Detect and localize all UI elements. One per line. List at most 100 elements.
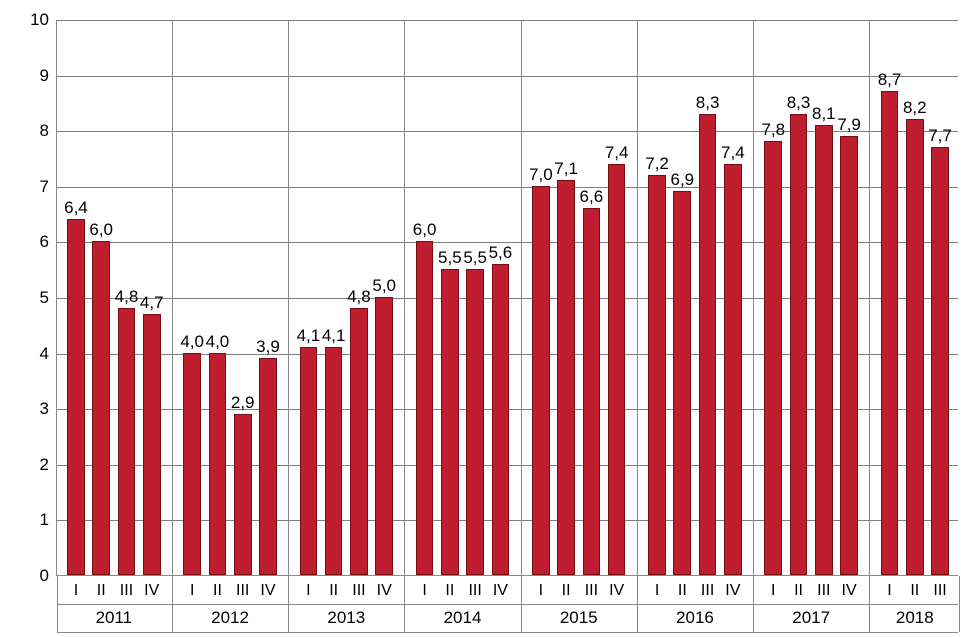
year-separator	[869, 20, 870, 575]
bar-value-label: 6,9	[671, 170, 695, 190]
bar	[350, 308, 368, 575]
quarter-label: IV	[144, 582, 159, 600]
bar-value-label: 4,8	[347, 287, 371, 307]
bar	[931, 147, 949, 575]
bar	[492, 264, 510, 575]
axis-separator	[959, 576, 960, 632]
bar-value-label: 2,9	[231, 393, 255, 413]
bar-value-label: 4,0	[180, 332, 204, 352]
year-label: 2015	[560, 608, 598, 628]
quarter-label: II	[97, 582, 106, 600]
bar-value-label: 5,5	[438, 248, 462, 268]
y-tick-label: 4	[40, 344, 49, 364]
bar	[92, 241, 110, 575]
bar-value-label: 4,0	[206, 332, 230, 352]
quarter-label: I	[74, 582, 78, 600]
bar	[881, 91, 899, 575]
bar-value-label: 4,7	[140, 293, 164, 313]
y-tick-label: 2	[40, 455, 49, 475]
quarter-label: III	[817, 582, 830, 600]
bar-value-label: 7,9	[837, 115, 861, 135]
quarter-label: I	[190, 582, 194, 600]
year-separator	[288, 20, 289, 575]
quarter-label: II	[329, 582, 338, 600]
bar	[118, 308, 136, 575]
bar	[209, 353, 227, 575]
quarter-label: IV	[609, 582, 624, 600]
year-axis: 20112012201320142015201620172018	[57, 608, 958, 630]
bar-value-label: 4,8	[115, 287, 139, 307]
y-tick-label: 0	[40, 566, 49, 586]
year-label: 2018	[896, 608, 934, 628]
bar-value-label: 7,4	[605, 143, 629, 163]
bar	[724, 164, 742, 575]
quarter-label: III	[352, 582, 365, 600]
bar-value-label: 7,1	[554, 159, 578, 179]
bar	[300, 347, 318, 575]
y-gridline	[57, 76, 958, 77]
bar-value-label: 4,1	[297, 326, 321, 346]
bar	[557, 180, 575, 575]
quarter-label: II	[213, 582, 222, 600]
bar-value-label: 8,3	[696, 93, 720, 113]
quarter-label: III	[468, 582, 481, 600]
quarter-axis: IIIIIIIVIIIIIIIVIIIIIIIVIIIIIIIVIIIIIIIV…	[57, 582, 958, 604]
quarter-label: III	[933, 582, 946, 600]
quarter-label: I	[422, 582, 426, 600]
year-label: 2016	[676, 608, 714, 628]
quarter-label: II	[562, 582, 571, 600]
bar-value-label: 8,7	[878, 70, 902, 90]
bar	[583, 208, 601, 575]
bar	[416, 241, 434, 575]
year-label: 2014	[444, 608, 482, 628]
y-tick-label: 9	[40, 66, 49, 86]
bar	[906, 119, 924, 575]
quarter-label: III	[701, 582, 714, 600]
y-tick-label: 3	[40, 399, 49, 419]
year-separator	[521, 20, 522, 575]
quarter-label: IV	[260, 582, 275, 600]
bar	[183, 353, 201, 575]
bar	[648, 175, 666, 575]
bar	[143, 314, 161, 575]
bar-value-label: 4,1	[322, 326, 346, 346]
y-tick-label: 7	[40, 177, 49, 197]
year-separator	[172, 20, 173, 575]
year-label: 2012	[211, 608, 249, 628]
bar-value-label: 5,0	[372, 276, 396, 296]
bar-value-label: 8,3	[787, 93, 811, 113]
quarter-label: II	[678, 582, 687, 600]
bar-value-label: 7,8	[761, 120, 785, 140]
quarter-label: IV	[842, 582, 857, 600]
quarter-label: III	[236, 582, 249, 600]
bar	[375, 297, 393, 575]
quarter-label: II	[794, 582, 803, 600]
bar-value-label: 8,2	[903, 98, 927, 118]
bar	[325, 347, 343, 575]
year-separator	[404, 20, 405, 575]
axis-bottom-line	[57, 632, 958, 633]
bar-value-label: 6,6	[580, 187, 604, 207]
bar-value-label: 6,4	[64, 198, 88, 218]
bar-value-label: 5,5	[463, 248, 487, 268]
year-label: 2017	[792, 608, 830, 628]
bar-value-label: 7,4	[721, 143, 745, 163]
quarter-label: IV	[725, 582, 740, 600]
y-tick-label: 1	[40, 510, 49, 530]
bar	[790, 114, 808, 575]
bar	[259, 358, 277, 575]
bar	[466, 269, 484, 575]
bar-value-label: 6,0	[413, 220, 437, 240]
bar	[673, 191, 691, 575]
y-gridline	[57, 20, 958, 21]
bar	[699, 114, 717, 575]
axis-mid-line	[57, 604, 958, 605]
bar	[815, 125, 833, 575]
bar	[67, 219, 85, 575]
quarter-label: III	[585, 582, 598, 600]
quarter-label: IV	[377, 582, 392, 600]
quarter-label: IV	[493, 582, 508, 600]
quarter-label: I	[887, 582, 891, 600]
bar	[532, 186, 550, 575]
quarter-label: II	[445, 582, 454, 600]
